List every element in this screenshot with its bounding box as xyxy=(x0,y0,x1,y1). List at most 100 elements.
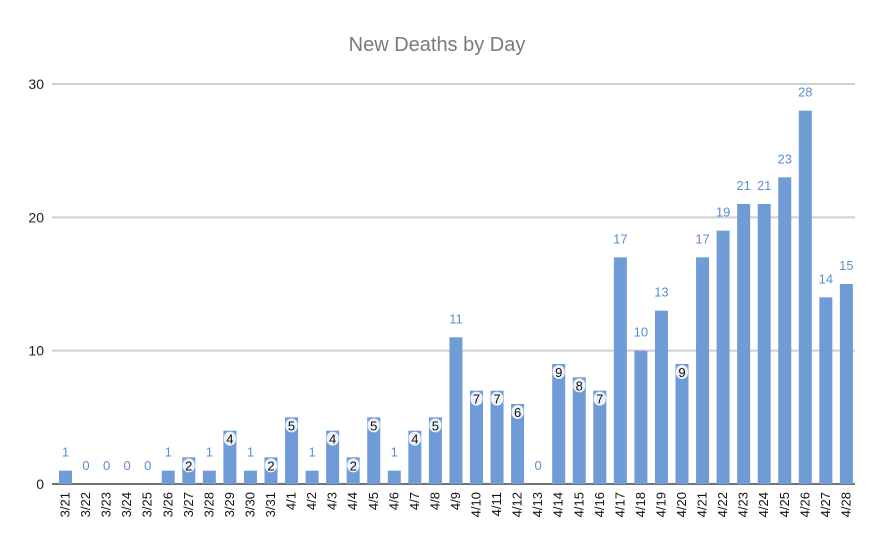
chart-title: New Deaths by Day xyxy=(349,34,526,56)
data-label: 5 xyxy=(432,418,439,433)
data-label-halo xyxy=(593,391,606,406)
x-tick-label: 4/21 xyxy=(695,492,710,517)
bar xyxy=(367,417,381,484)
x-tick-label: 4/1 xyxy=(284,492,299,510)
x-tick-label: 4/19 xyxy=(653,492,668,517)
y-tick-label: 20 xyxy=(28,209,44,225)
x-tick-label: 3/31 xyxy=(263,492,278,517)
x-tick-label: 4/22 xyxy=(715,492,730,517)
data-label: 7 xyxy=(596,392,603,407)
data-label: 5 xyxy=(288,418,295,433)
x-tick-label: 4/28 xyxy=(838,492,853,517)
data-label: 10 xyxy=(634,325,648,340)
data-label: 11 xyxy=(449,311,463,326)
bar xyxy=(285,417,299,484)
bars xyxy=(59,110,853,485)
data-label: 2 xyxy=(350,458,357,473)
data-label: 1 xyxy=(308,445,315,460)
x-tick-label: 3/25 xyxy=(140,492,155,517)
data-label: 19 xyxy=(716,205,730,220)
x-tick-label: 4/2 xyxy=(304,492,319,510)
bar xyxy=(593,390,607,484)
x-tick-label: 3/27 xyxy=(181,492,196,517)
x-tick-label: 3/22 xyxy=(78,492,93,517)
x-tick-label: 4/12 xyxy=(510,492,525,517)
bar xyxy=(161,470,175,484)
bar xyxy=(696,257,710,484)
x-tick-label: 4/13 xyxy=(530,492,545,517)
data-label: 15 xyxy=(839,258,853,273)
y-tick-label: 0 xyxy=(36,476,44,492)
bar xyxy=(654,310,668,484)
data-label: 1 xyxy=(247,445,254,460)
data-label-halo xyxy=(429,418,442,433)
data-label: 8 xyxy=(576,378,583,393)
y-tick-label: 30 xyxy=(28,76,44,92)
x-tick-label: 4/25 xyxy=(777,492,792,517)
x-tick-label: 4/11 xyxy=(489,492,504,516)
data-label-halo xyxy=(223,431,236,446)
data-label: 23 xyxy=(778,151,792,166)
data-label-halo xyxy=(347,458,360,473)
data-label-halo xyxy=(491,391,504,406)
x-tick-label: 4/20 xyxy=(674,492,689,517)
data-label: 4 xyxy=(411,432,418,447)
data-label: 7 xyxy=(493,392,500,407)
data-label-halo xyxy=(676,365,688,379)
bar xyxy=(798,110,812,485)
data-label: 1 xyxy=(206,445,213,460)
x-tick-label: 3/24 xyxy=(119,492,134,517)
data-label-halo xyxy=(182,458,195,473)
bar xyxy=(470,390,483,484)
x-tick-label: 4/7 xyxy=(407,492,422,510)
data-label: 0 xyxy=(124,458,131,473)
data-label-halo xyxy=(265,458,277,473)
bar xyxy=(243,470,257,484)
bar xyxy=(59,470,72,484)
x-tick-label: 4/15 xyxy=(571,492,586,517)
data-label: 0 xyxy=(144,458,151,473)
data-label: 21 xyxy=(736,178,750,193)
data-label: 9 xyxy=(678,365,685,380)
y-axis: 0 10 20 30 xyxy=(28,76,44,492)
data-label-halo xyxy=(552,365,565,379)
data-label: 1 xyxy=(62,445,69,460)
x-tick-label: 4/8 xyxy=(427,492,442,510)
data-label: 2 xyxy=(267,458,274,473)
bar xyxy=(490,390,504,484)
data-label: 7 xyxy=(473,392,480,407)
data-label: 0 xyxy=(82,458,89,473)
bar xyxy=(202,470,216,484)
bar xyxy=(572,377,586,484)
data-label: 9 xyxy=(555,365,562,380)
x-tick-label: 3/21 xyxy=(58,492,73,517)
data-label: 17 xyxy=(695,231,709,246)
data-label: 17 xyxy=(613,231,627,246)
x-tick-label: 4/5 xyxy=(366,492,381,510)
bar xyxy=(737,204,751,484)
x-tick-label: 3/30 xyxy=(242,492,257,517)
x-tick-label: 3/26 xyxy=(160,492,175,517)
data-label: 14 xyxy=(819,271,833,286)
bar xyxy=(387,470,401,484)
x-tick-label: 4/26 xyxy=(797,492,812,517)
x-tick-label: 3/28 xyxy=(201,492,216,517)
bar xyxy=(428,417,442,484)
data-label: 4 xyxy=(226,432,233,447)
data-label-halo xyxy=(408,431,421,446)
data-label: 0 xyxy=(535,458,542,473)
bar xyxy=(511,404,525,484)
bar xyxy=(634,350,648,484)
x-tick-label: 4/14 xyxy=(551,492,566,517)
y-tick-label: 10 xyxy=(28,343,44,359)
data-label-halo xyxy=(470,391,483,406)
data-label: 1 xyxy=(165,445,172,460)
x-tick-label: 4/23 xyxy=(736,492,751,517)
x-tick-label: 4/9 xyxy=(448,492,463,510)
data-label: 0 xyxy=(103,458,110,473)
data-label: 13 xyxy=(654,285,668,300)
bar xyxy=(675,364,689,484)
